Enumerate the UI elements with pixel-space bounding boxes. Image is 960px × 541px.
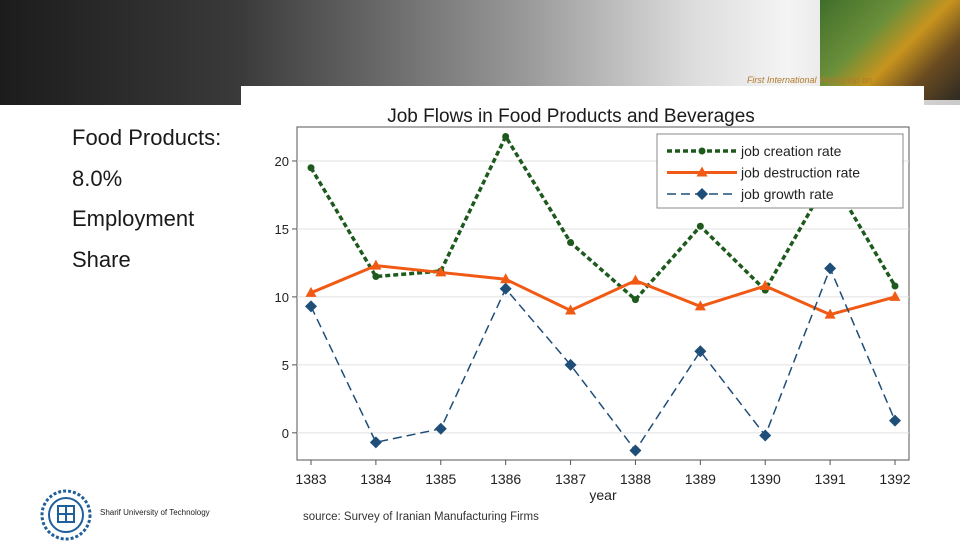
series-3-point — [759, 429, 772, 442]
series-line-3 — [310, 266, 896, 452]
chart-title: Job Flows in Food Products and Beverages — [387, 106, 755, 127]
series-1-point — [502, 133, 510, 141]
side-text-line-3: Employment — [72, 206, 195, 231]
series-2-point — [889, 290, 901, 301]
series-2-point — [629, 274, 641, 285]
x-tick-label: 1392 — [879, 471, 910, 487]
series-2-point — [565, 304, 577, 315]
x-tick-label: 1384 — [360, 471, 391, 487]
x-axis-label: year — [589, 487, 617, 503]
legend-marker-1 — [698, 147, 706, 155]
series-1-point — [307, 164, 315, 172]
side-text-line-4: Share — [72, 246, 131, 272]
chart-container: Job Flows in Food Products and Beverages… — [241, 86, 924, 526]
series-2-point — [694, 300, 706, 311]
legend-label-2: job destruction rate — [740, 165, 860, 181]
footer-text: Sharif University of Technology — [100, 508, 210, 517]
series-1-point — [891, 282, 899, 290]
x-tick-label: 1386 — [490, 471, 521, 487]
series-3-point — [305, 300, 317, 313]
x-tick-label: 1390 — [750, 471, 781, 487]
university-logo — [40, 489, 92, 541]
chart-source: source: Survey of Iranian Manufacturing … — [303, 511, 539, 523]
series-line-1 — [309, 132, 897, 303]
x-tick-label: 1391 — [815, 471, 846, 487]
y-tick-label: 20 — [275, 154, 289, 169]
legend-label-3: job growth rate — [740, 186, 834, 202]
banner-photo-collage — [820, 0, 960, 100]
x-tick-label: 1383 — [295, 471, 326, 487]
series-3-point — [889, 414, 901, 427]
x-tick-label: 1387 — [555, 471, 586, 487]
y-tick-label: 10 — [275, 290, 289, 305]
y-tick-label: 15 — [275, 222, 289, 237]
legend-marker-2 — [696, 166, 708, 177]
job-flows-chart: Job Flows in Food Products and Beverages… — [275, 106, 911, 523]
series-1-point — [631, 296, 639, 304]
series-3-point — [369, 436, 382, 449]
series-2-point — [500, 273, 512, 284]
slide-side-text: Food Products: 8.0% Employment Share — [72, 118, 221, 280]
x-tick-label: 1389 — [685, 471, 716, 487]
series-1-point — [696, 222, 704, 230]
series-1-point — [372, 273, 380, 281]
series-2-point — [759, 280, 771, 291]
y-tick-label: 5 — [282, 358, 289, 373]
banner-caption: First International Workshop on — [746, 75, 872, 85]
series-2-point — [305, 286, 317, 297]
legend-label-1: job creation rate — [740, 143, 842, 159]
series-3-point — [824, 262, 837, 275]
series-2-point — [370, 259, 382, 270]
y-tick-label: 0 — [282, 426, 289, 441]
series-2-point — [824, 308, 836, 319]
series-3-point — [629, 444, 642, 457]
x-tick-label: 1388 — [620, 471, 651, 487]
series-3-point — [694, 345, 707, 358]
series-3-point — [499, 282, 512, 295]
series-1-point — [567, 239, 575, 247]
series-2-point — [435, 266, 447, 277]
x-tick-label: 1385 — [425, 471, 456, 487]
series-3-point — [434, 422, 447, 435]
legend-marker-3 — [696, 188, 708, 200]
side-text-line-1: Food Products: — [72, 125, 222, 150]
side-text-line-2: 8.0% — [72, 165, 123, 191]
series-line-2 — [310, 264, 896, 317]
series-3-point — [564, 358, 577, 371]
